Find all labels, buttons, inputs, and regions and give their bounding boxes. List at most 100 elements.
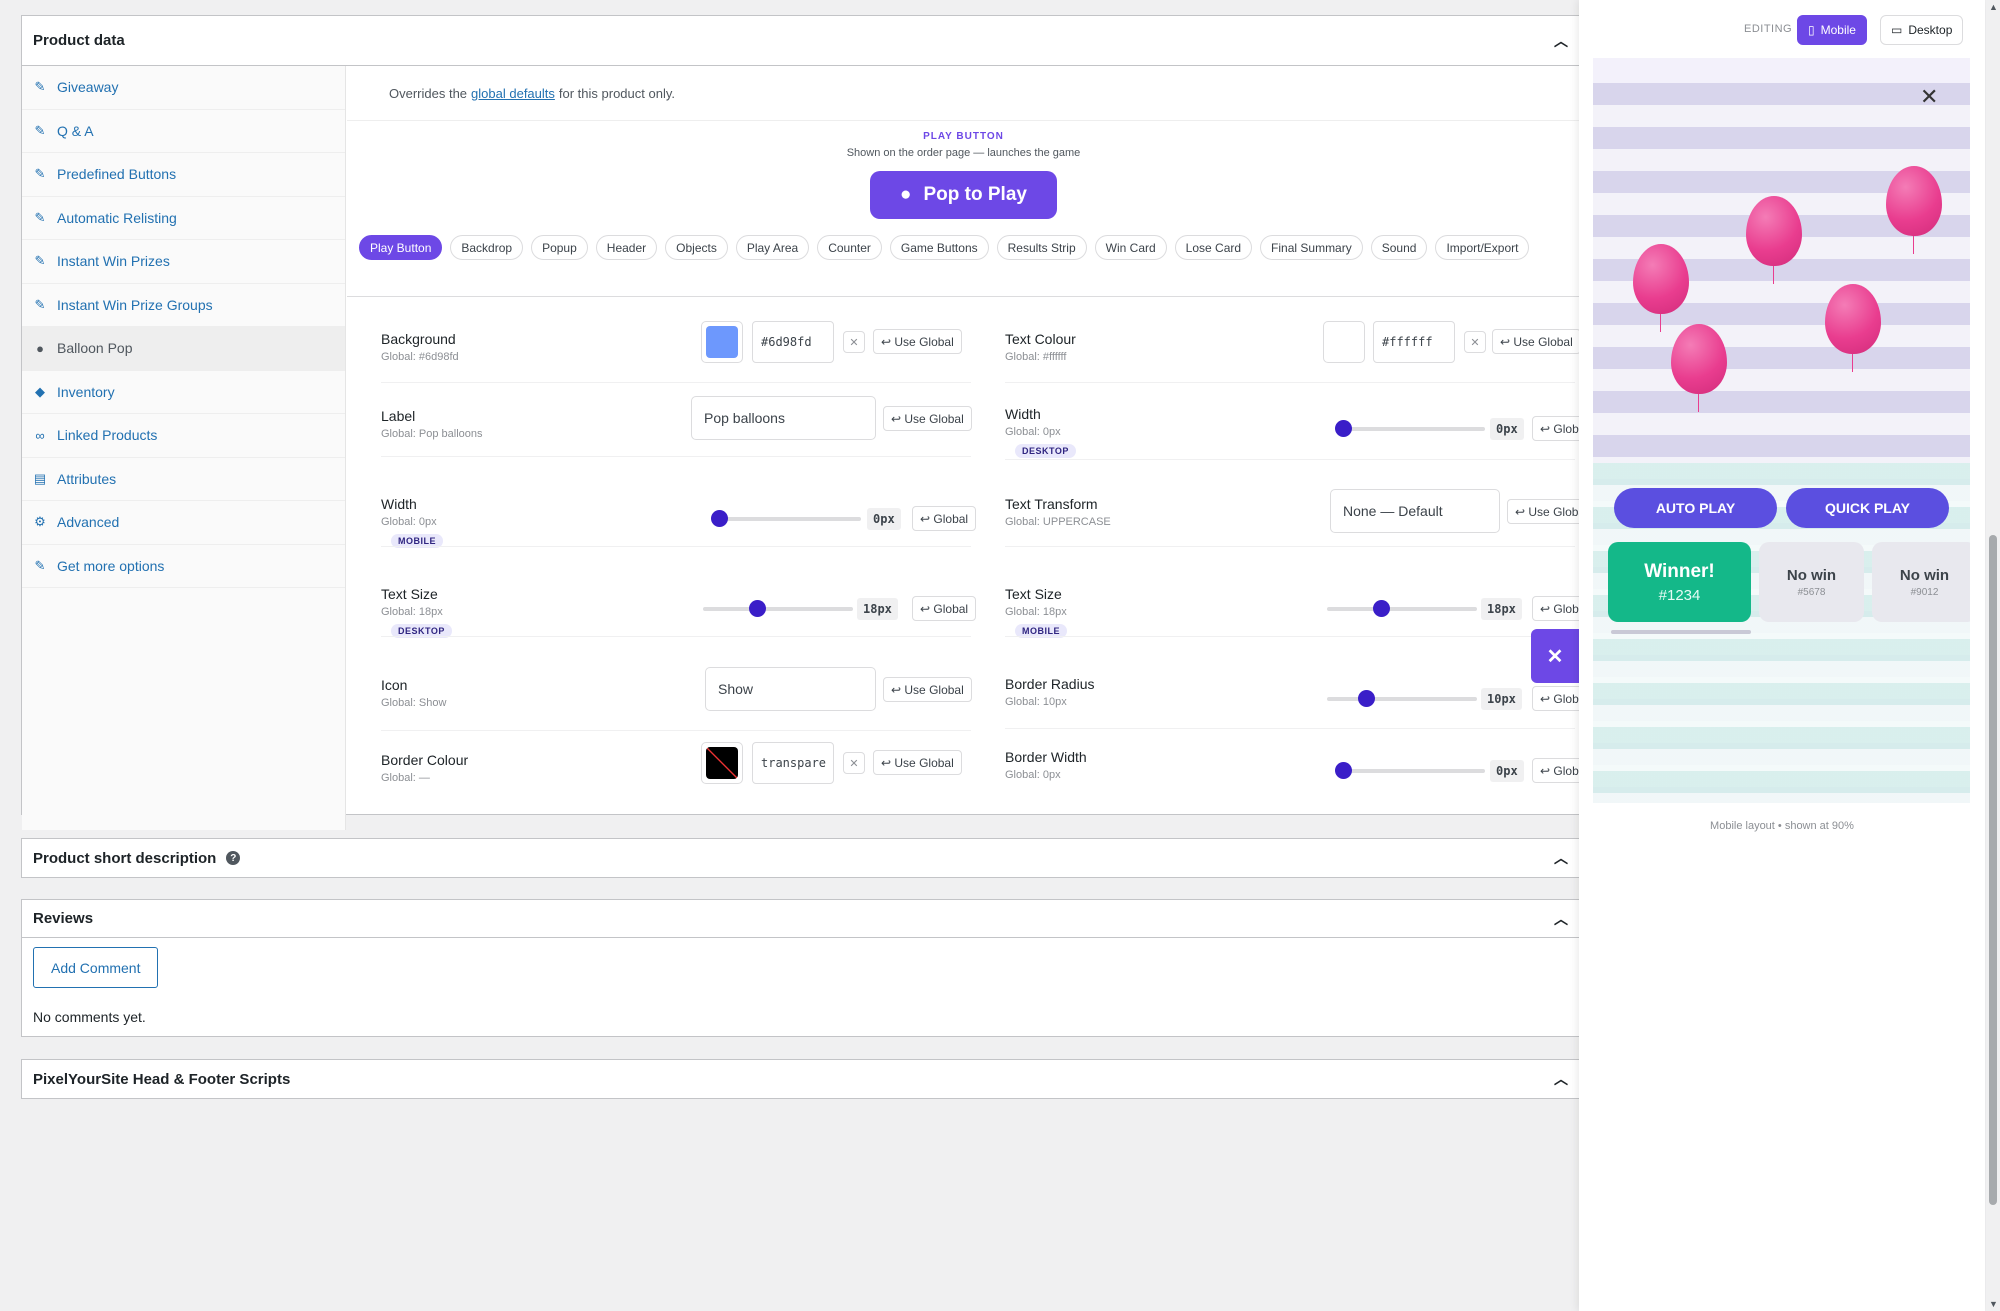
text-size-desktop-global-button[interactable]: ↩ Global <box>912 596 977 621</box>
scroll-down-icon[interactable]: ▼ <box>1989 1299 1998 1309</box>
tab-attributes[interactable]: ▤ Attributes <box>22 458 345 501</box>
text-size-mobile-slider[interactable] <box>1327 600 1477 617</box>
slider-knob[interactable] <box>749 600 766 617</box>
background-use-global-button[interactable]: ↩ Use Global <box>873 329 962 354</box>
chevron-up-icon[interactable]: ︿ <box>1554 1071 1568 1087</box>
setting-icon: Icon Global: Show Show ↩ Use Global <box>381 667 981 737</box>
icon-select[interactable]: Show <box>705 667 876 711</box>
quick-play-button[interactable]: QUICK PLAY <box>1786 488 1949 528</box>
tab-predefined-buttons[interactable]: ✎ Predefined Buttons <box>22 153 345 197</box>
width-mobile-slider[interactable] <box>711 510 861 527</box>
chevron-up-icon[interactable]: ︿ <box>1554 32 1568 49</box>
border-radius-value: 10px <box>1481 688 1522 710</box>
balloon[interactable] <box>1671 324 1727 412</box>
desktop-mode-button[interactable]: ▭ Desktop <box>1880 15 1964 45</box>
desktop-badge: DESKTOP <box>1015 444 1076 458</box>
tab-giveaway[interactable]: ✎ Giveaway <box>22 66 345 110</box>
border-colour-swatch[interactable] <box>701 742 743 784</box>
link-icon: ∞ <box>35 427 45 443</box>
pill-import-export[interactable]: Import/Export <box>1435 235 1530 260</box>
wand-icon: ✎ <box>34 296 46 312</box>
short-description-header[interactable]: Product short description ? ︿ <box>22 839 1580 877</box>
border-radius-slider[interactable] <box>1327 690 1477 707</box>
tab-get-more-options[interactable]: ✎ Get more options <box>22 545 345 588</box>
slider-knob[interactable] <box>1335 420 1352 437</box>
close-icon[interactable]: ✕ <box>1920 84 1939 109</box>
page-scrollbar[interactable]: ▲ ▼ <box>1986 0 2000 1311</box>
setting-label: Label Global: Pop balloons Pop balloons … <box>381 396 981 468</box>
tab-qa[interactable]: ✎ Q & A <box>22 110 345 153</box>
pill-sound[interactable]: Sound <box>1370 235 1428 260</box>
pill-final-summary[interactable]: Final Summary <box>1260 235 1363 260</box>
pill-header[interactable]: Header <box>595 235 658 260</box>
border-colour-use-global-button[interactable]: ↩ Use Global <box>873 750 962 775</box>
pill-win-card[interactable]: Win Card <box>1094 235 1167 260</box>
chevron-up-icon[interactable]: ︿ <box>1554 910 1568 927</box>
pop-to-play-preview-button[interactable]: ● Pop to Play <box>870 171 1057 219</box>
width-mobile-global-button[interactable]: ↩ Global <box>912 506 977 531</box>
tab-inventory[interactable]: ◆ Inventory <box>22 371 345 414</box>
pill-objects[interactable]: Objects <box>665 235 728 260</box>
close-preview-button[interactable]: ✕ <box>1531 629 1579 683</box>
tab-instant-win-prizes[interactable]: ✎ Instant Win Prizes <box>22 240 345 284</box>
text-colour-swatch[interactable] <box>1323 321 1365 363</box>
slider-knob[interactable] <box>1373 600 1390 617</box>
tab-advanced[interactable]: ⚙ Advanced <box>22 501 345 545</box>
clear-icon[interactable]: ✕ <box>1464 331 1486 353</box>
pill-lose-card[interactable]: Lose Card <box>1174 235 1253 260</box>
border-width-global-button[interactable]: ↩ Global <box>1532 758 1597 783</box>
pill-play-area[interactable]: Play Area <box>735 235 810 260</box>
balloon[interactable] <box>1633 244 1689 332</box>
tab-balloon-pop[interactable]: ● Balloon Pop <box>22 327 345 371</box>
section-title: PLAY BUTTON <box>923 131 1004 142</box>
pill-game-buttons[interactable]: Game Buttons <box>889 235 989 260</box>
pill-backdrop[interactable]: Backdrop <box>450 235 524 260</box>
pill-results-strip[interactable]: Results Strip <box>996 235 1087 260</box>
balloon[interactable] <box>1746 196 1802 284</box>
label-input[interactable]: Pop balloons <box>691 396 876 440</box>
slider-knob[interactable] <box>1335 762 1352 779</box>
chevron-up-icon[interactable]: ︿ <box>1554 850 1568 866</box>
setting-text-size-desktop: Text Size Global: 18px DESKTOP 18px ↩ Gl… <box>381 586 981 646</box>
add-comment-button[interactable]: Add Comment <box>33 947 159 988</box>
text-colour-use-global-button[interactable]: ↩ Use Global <box>1492 329 1581 354</box>
global-defaults-link[interactable]: global defaults <box>471 85 555 101</box>
background-color-swatch[interactable] <box>701 321 743 363</box>
auto-play-button[interactable]: AUTO PLAY <box>1614 488 1777 528</box>
pixelyoursite-metabox: PixelYourSite Head & Footer Scripts ︿ <box>21 1059 1581 1099</box>
balloon[interactable] <box>1825 284 1881 372</box>
text-size-desktop-slider[interactable] <box>703 600 853 617</box>
background-hex-input[interactable]: #6d98fd <box>752 321 834 363</box>
wand-icon: ✎ <box>34 209 46 225</box>
scroll-up-icon[interactable]: ▲ <box>1989 2 1998 12</box>
slider-knob[interactable] <box>711 510 728 527</box>
tab-instant-win-prize-groups[interactable]: ✎ Instant Win Prize Groups <box>22 284 345 327</box>
pill-popup[interactable]: Popup <box>531 235 588 260</box>
mobile-mode-button[interactable]: ▯ Mobile <box>1797 15 1867 45</box>
reviews-header[interactable]: Reviews ︿ <box>22 900 1580 938</box>
tab-linked-products[interactable]: ∞ Linked Products <box>22 414 345 458</box>
pill-play-button[interactable]: Play Button <box>359 235 443 260</box>
results-strip-scrollbar[interactable] <box>1611 630 1751 634</box>
scrollbar-thumb[interactable] <box>1989 535 1997 1205</box>
product-data-header[interactable]: Product data ︿ <box>22 16 1580 66</box>
text-transform-select[interactable]: None — Default <box>1330 489 1500 533</box>
slider-knob[interactable] <box>1358 690 1375 707</box>
tab-automatic-relisting[interactable]: ✎ Automatic Relisting <box>22 197 345 240</box>
border-width-slider[interactable] <box>1335 762 1485 779</box>
clear-icon[interactable]: ✕ <box>843 752 865 774</box>
pixelyoursite-header[interactable]: PixelYourSite Head & Footer Scripts ︿ <box>22 1060 1580 1098</box>
clear-icon[interactable]: ✕ <box>843 331 865 353</box>
border-colour-hex-input[interactable]: transpare <box>752 742 834 784</box>
width-desktop-slider[interactable] <box>1335 420 1485 437</box>
question-icon[interactable]: ? <box>226 851 241 865</box>
reviews-title: Reviews <box>33 910 94 927</box>
icon-use-global-button[interactable]: ↩ Use Global <box>883 677 972 702</box>
balloon[interactable] <box>1886 166 1942 254</box>
label-use-global-button[interactable]: ↩ Use Global <box>883 406 972 431</box>
mobile-badge: MOBILE <box>1015 624 1067 638</box>
balloon-icon: ● <box>36 340 44 356</box>
border-width-value: 0px <box>1490 760 1524 782</box>
pill-counter[interactable]: Counter <box>817 235 882 260</box>
text-colour-hex-input[interactable]: #ffffff <box>1373 321 1455 363</box>
